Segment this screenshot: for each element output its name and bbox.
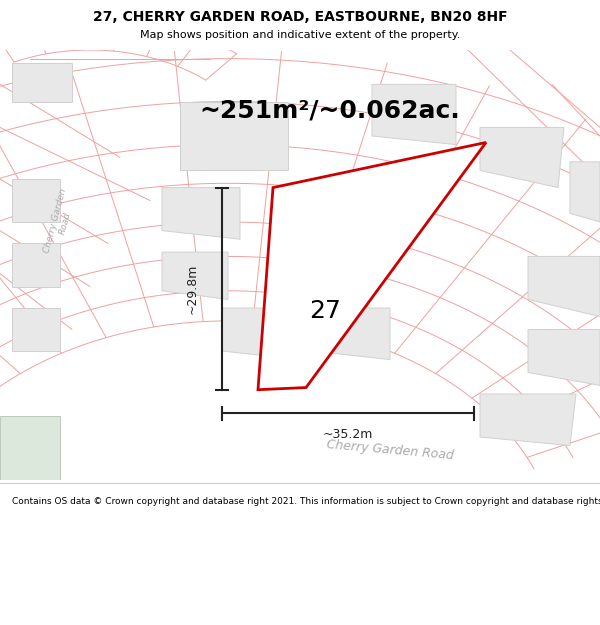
Polygon shape <box>180 102 288 171</box>
Text: Contains OS data © Crown copyright and database right 2021. This information is : Contains OS data © Crown copyright and d… <box>12 498 600 506</box>
Polygon shape <box>12 308 60 351</box>
Polygon shape <box>162 188 240 239</box>
Text: Cherry Garden
Road: Cherry Garden Road <box>42 188 78 257</box>
Text: Map shows position and indicative extent of the property.: Map shows position and indicative extent… <box>140 30 460 40</box>
Polygon shape <box>312 308 390 359</box>
Polygon shape <box>372 84 456 144</box>
Polygon shape <box>258 142 486 390</box>
Text: ~35.2m: ~35.2m <box>323 428 373 441</box>
Polygon shape <box>162 252 228 299</box>
Polygon shape <box>12 179 60 222</box>
Text: 27, CHERRY GARDEN ROAD, EASTBOURNE, BN20 8HF: 27, CHERRY GARDEN ROAD, EASTBOURNE, BN20… <box>92 10 508 24</box>
Text: 27: 27 <box>309 299 341 323</box>
Polygon shape <box>222 308 300 359</box>
Text: Cherry Garden Road: Cherry Garden Road <box>326 438 454 462</box>
Polygon shape <box>570 162 600 222</box>
Polygon shape <box>12 244 60 286</box>
Polygon shape <box>480 394 576 446</box>
Text: ~251m²/~0.062ac.: ~251m²/~0.062ac. <box>200 98 460 122</box>
Polygon shape <box>528 256 600 317</box>
Polygon shape <box>12 63 72 102</box>
Text: ~29.8m: ~29.8m <box>185 264 199 314</box>
Polygon shape <box>528 329 600 386</box>
Polygon shape <box>0 416 60 480</box>
Polygon shape <box>480 127 564 188</box>
